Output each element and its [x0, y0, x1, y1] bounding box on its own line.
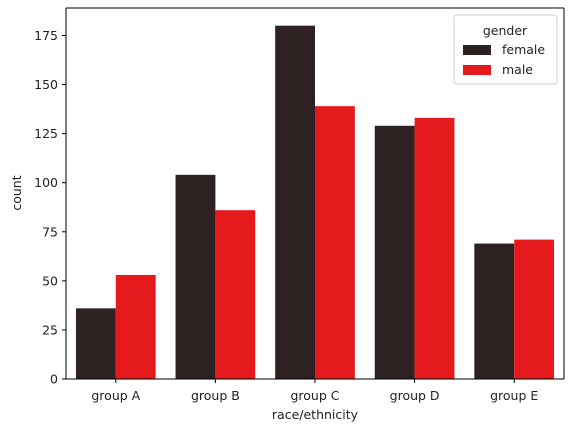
bar-female-group-C [275, 25, 315, 379]
x-axis-ticks: group A group B group C group D group E [91, 379, 538, 403]
y-tick-label-175: 175 [34, 28, 58, 43]
y-tick-label-50: 50 [42, 273, 58, 288]
legend-label-male: male [502, 62, 533, 77]
x-tick-label-group-A: group A [91, 388, 140, 403]
legend-title: gender [483, 23, 528, 38]
y-tick-label-125: 125 [34, 126, 58, 141]
y-tick-label-100: 100 [34, 175, 58, 190]
bar-male-group-B [215, 210, 256, 379]
bar-female-group-E [474, 243, 515, 379]
y-tick-label-0: 0 [50, 372, 58, 387]
bar-male-group-C [315, 106, 355, 380]
y-tick-label-25: 25 [42, 322, 58, 337]
x-tick-label-group-C: group C [290, 388, 339, 403]
y-tick-label-75: 75 [42, 224, 58, 239]
x-tick-label-group-D: group D [390, 388, 440, 403]
plot-frame [65, 7, 565, 380]
bar-female-group-D [374, 125, 415, 379]
y-axis-label: count [9, 175, 24, 210]
bars-layer [75, 25, 555, 380]
bar-male-group-D [414, 117, 455, 380]
bar-male-group-E [514, 239, 555, 379]
legend-swatch-male [463, 65, 491, 75]
legend-swatch-female [463, 45, 491, 55]
y-tick-label-150: 150 [34, 77, 58, 92]
bar-male-group-A [115, 274, 156, 379]
x-axis-label: race/ethnicity [272, 407, 359, 422]
legend: gender female male [453, 14, 558, 85]
x-tick-label-group-E: group E [490, 388, 538, 403]
y-axis-ticks: 0 25 50 75 100 125 150 175 [34, 28, 66, 387]
legend-label-female: female [502, 42, 545, 57]
bar-female-group-B [175, 174, 216, 379]
x-tick-label-group-B: group B [191, 388, 240, 403]
bar-female-group-A [75, 308, 116, 379]
